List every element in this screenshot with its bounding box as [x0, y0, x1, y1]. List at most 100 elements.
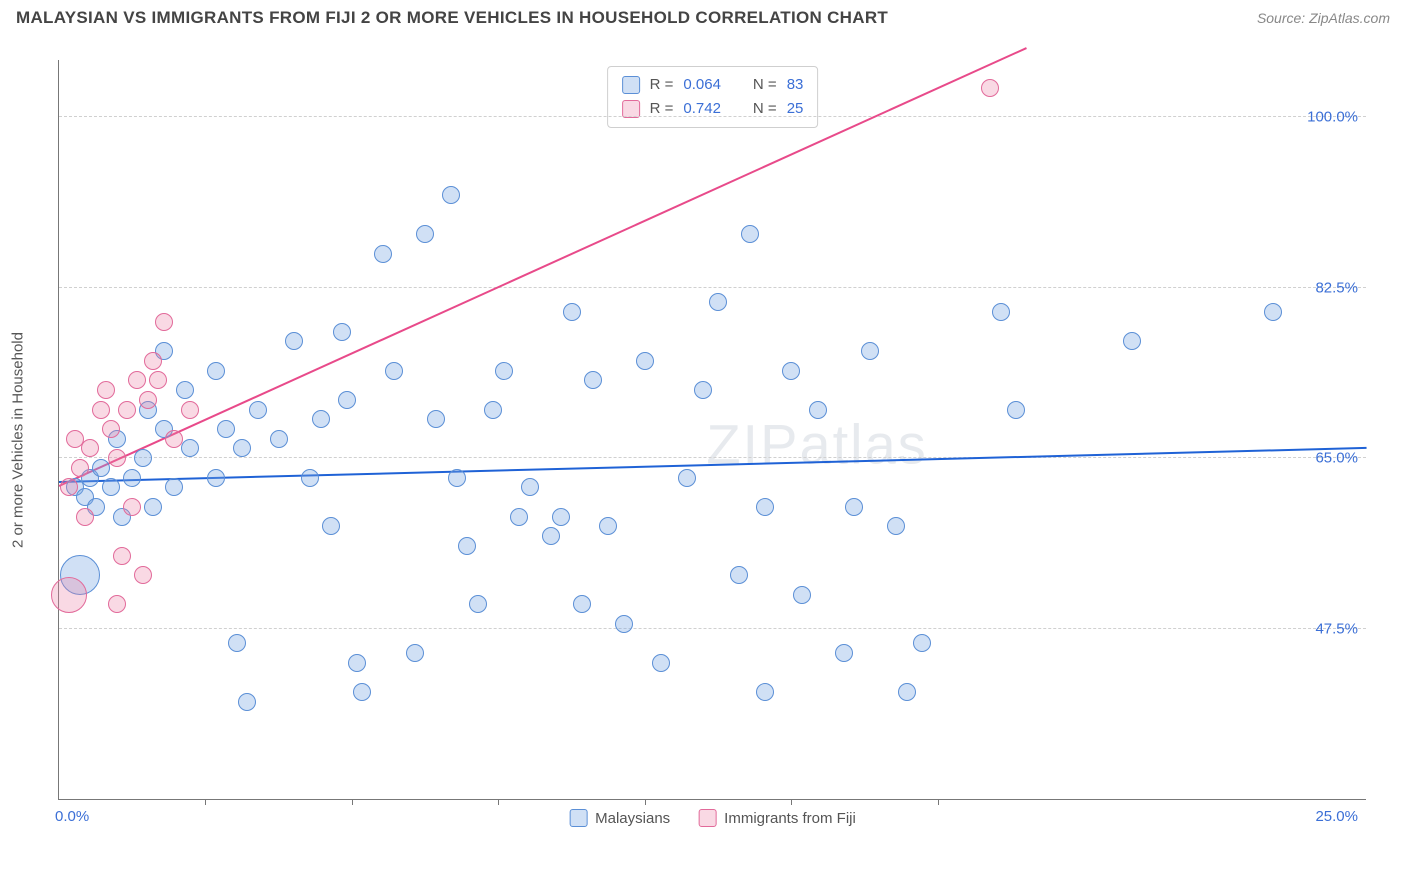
- data-point: [207, 469, 225, 487]
- data-point: [338, 391, 356, 409]
- data-point: [374, 245, 392, 263]
- legend-item: Immigrants from Fiji: [698, 809, 856, 827]
- x-tick: [205, 799, 206, 805]
- data-point: [495, 362, 513, 380]
- data-point: [165, 478, 183, 496]
- data-point: [113, 547, 131, 565]
- data-point: [81, 439, 99, 457]
- data-point: [1123, 332, 1141, 350]
- data-point: [233, 439, 251, 457]
- data-point: [155, 313, 173, 331]
- data-point: [521, 478, 539, 496]
- data-point: [1007, 401, 1025, 419]
- data-point: [981, 79, 999, 97]
- gridline: [59, 116, 1366, 117]
- scatter-plot-area: ZIPatlas R = 0.064N = 83R = 0.742N = 25 …: [58, 60, 1366, 800]
- gridline: [59, 287, 1366, 288]
- data-point: [741, 225, 759, 243]
- data-point: [176, 381, 194, 399]
- data-point: [333, 323, 351, 341]
- data-point: [887, 517, 905, 535]
- data-point: [542, 527, 560, 545]
- data-point: [694, 381, 712, 399]
- data-point: [134, 566, 152, 584]
- data-point: [730, 566, 748, 584]
- data-point: [599, 517, 617, 535]
- data-point: [416, 225, 434, 243]
- y-tick-label: 100.0%: [1307, 109, 1358, 126]
- data-point: [427, 410, 445, 428]
- swatch-icon: [569, 809, 587, 827]
- x-tick: [645, 799, 646, 805]
- x-tick: [791, 799, 792, 805]
- data-point: [144, 498, 162, 516]
- data-point: [584, 371, 602, 389]
- gridline: [59, 457, 1366, 458]
- data-point: [913, 634, 931, 652]
- data-point: [442, 186, 460, 204]
- stat-n-label: N =: [753, 73, 777, 97]
- data-point: [353, 683, 371, 701]
- stats-legend-box: R = 0.064N = 83R = 0.742N = 25: [607, 66, 819, 128]
- source-label: Source: ZipAtlas.com: [1257, 10, 1390, 26]
- data-point: [756, 683, 774, 701]
- gridline: [59, 628, 1366, 629]
- data-point: [563, 303, 581, 321]
- data-point: [992, 303, 1010, 321]
- data-point: [510, 508, 528, 526]
- swatch-icon: [622, 100, 640, 118]
- stat-n-value: 83: [787, 73, 804, 97]
- data-point: [249, 401, 267, 419]
- data-point: [809, 401, 827, 419]
- legend-item: Malaysians: [569, 809, 670, 827]
- data-point: [92, 401, 110, 419]
- x-tick: [352, 799, 353, 805]
- stat-r-value: 0.064: [683, 73, 721, 97]
- data-point: [238, 693, 256, 711]
- data-point: [615, 615, 633, 633]
- data-point: [92, 459, 110, 477]
- data-point: [484, 401, 502, 419]
- data-point: [1264, 303, 1282, 321]
- legend-label: Malaysians: [595, 810, 670, 827]
- data-point: [134, 449, 152, 467]
- data-point: [322, 517, 340, 535]
- chart-container: 2 or more Vehicles in Household ZIPatlas…: [36, 46, 1390, 834]
- data-point: [835, 644, 853, 662]
- data-point: [181, 401, 199, 419]
- data-point: [102, 478, 120, 496]
- trendline: [59, 446, 1367, 482]
- chart-title: MALAYSIAN VS IMMIGRANTS FROM FIJI 2 OR M…: [16, 8, 888, 28]
- data-point: [139, 391, 157, 409]
- data-point: [285, 332, 303, 350]
- data-point: [76, 508, 94, 526]
- data-point: [60, 478, 78, 496]
- data-point: [448, 469, 466, 487]
- x-axis-min-label: 0.0%: [55, 808, 89, 825]
- data-point: [217, 420, 235, 438]
- data-point: [573, 595, 591, 613]
- data-point: [652, 654, 670, 672]
- data-point: [348, 654, 366, 672]
- y-tick-label: 65.0%: [1315, 450, 1358, 467]
- data-point: [207, 362, 225, 380]
- data-point: [406, 644, 424, 662]
- stats-row: R = 0.064N = 83: [622, 73, 804, 97]
- x-axis-max-label: 25.0%: [1315, 808, 1358, 825]
- data-point: [144, 352, 162, 370]
- data-point: [118, 401, 136, 419]
- data-point: [270, 430, 288, 448]
- x-tick: [498, 799, 499, 805]
- data-point: [71, 459, 89, 477]
- data-point: [102, 420, 120, 438]
- data-point: [123, 469, 141, 487]
- data-point: [756, 498, 774, 516]
- legend-label: Immigrants from Fiji: [724, 810, 856, 827]
- data-point: [678, 469, 696, 487]
- data-point: [51, 577, 87, 613]
- y-tick-label: 82.5%: [1315, 279, 1358, 296]
- data-point: [301, 469, 319, 487]
- watermark: ZIPatlas: [706, 412, 927, 477]
- x-tick: [938, 799, 939, 805]
- data-point: [782, 362, 800, 380]
